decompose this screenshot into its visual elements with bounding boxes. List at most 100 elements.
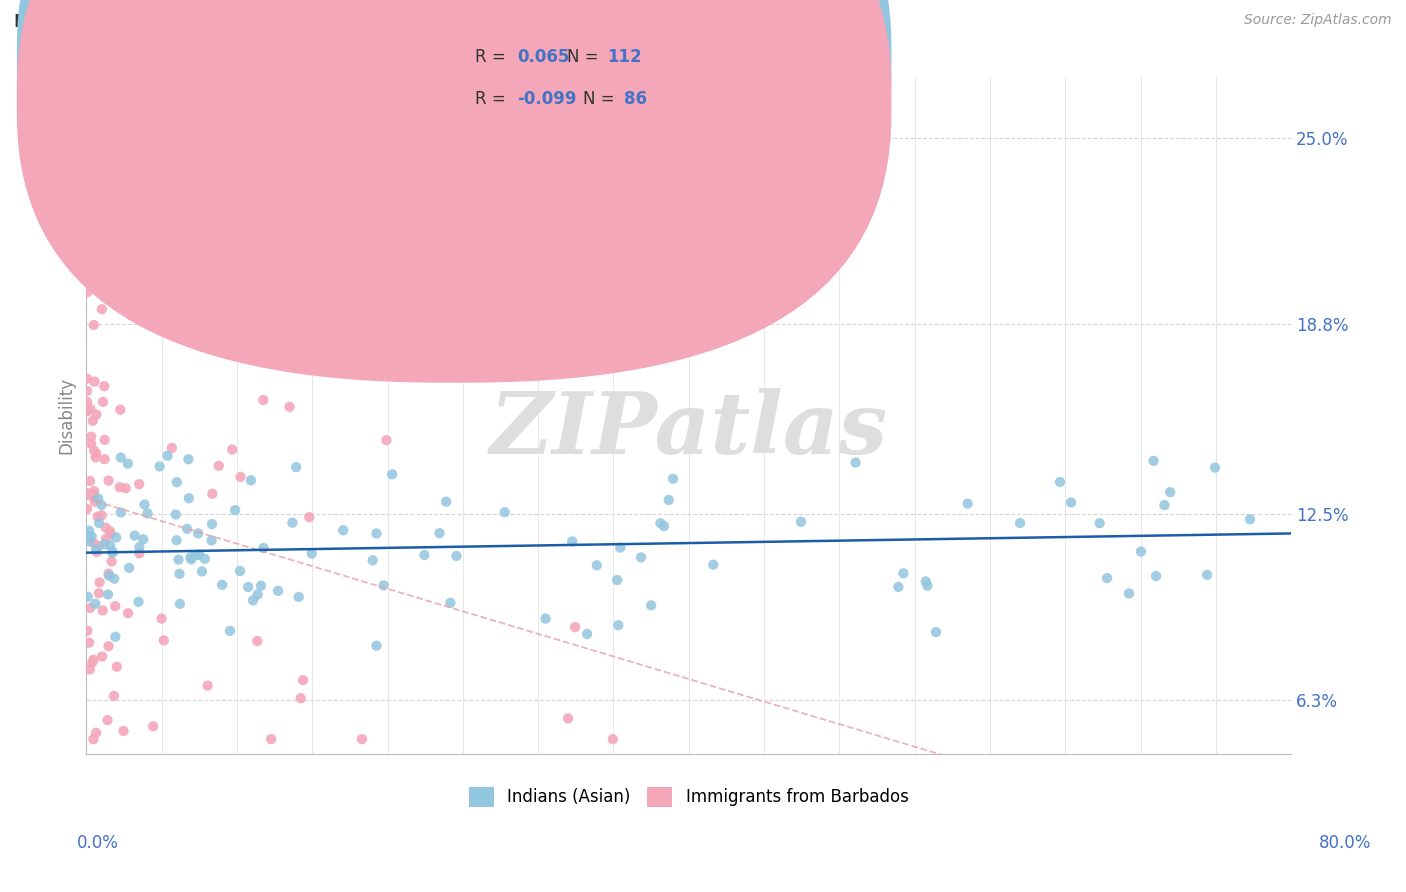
Point <box>82 732 104 747</box>
Point <box>128 540 150 554</box>
Point <box>104 630 127 644</box>
Point <box>165 508 187 522</box>
Point <box>167 552 190 566</box>
Point <box>607 618 630 632</box>
Point <box>77 529 100 543</box>
Point <box>187 526 209 541</box>
Text: 0.0%: 0.0% <box>77 834 120 852</box>
Point <box>366 639 388 653</box>
Text: R =: R = <box>475 48 506 66</box>
Point <box>239 474 262 488</box>
Point <box>250 579 273 593</box>
Point <box>82 414 104 428</box>
Point <box>585 558 607 573</box>
Point <box>83 484 105 499</box>
Point <box>177 452 200 467</box>
Point <box>91 649 114 664</box>
Point <box>662 472 685 486</box>
Point <box>224 503 246 517</box>
Point <box>166 475 188 490</box>
Point <box>1239 512 1261 526</box>
Point <box>169 566 191 581</box>
Point <box>221 442 243 457</box>
Point <box>96 713 118 727</box>
Point <box>97 568 120 582</box>
Text: R =: R = <box>475 90 506 108</box>
Point <box>104 599 127 614</box>
Point <box>208 458 231 473</box>
Point <box>1088 516 1111 531</box>
Point <box>576 627 599 641</box>
Point <box>79 662 101 676</box>
Point <box>82 656 104 670</box>
Text: N =: N = <box>567 48 598 66</box>
Point <box>76 590 98 604</box>
Point <box>128 546 150 560</box>
Point <box>188 548 211 562</box>
Point <box>446 549 468 563</box>
Point <box>76 624 98 638</box>
Point <box>84 597 107 611</box>
Point <box>361 553 384 567</box>
Point <box>1049 475 1071 489</box>
Text: 112: 112 <box>607 48 643 66</box>
Point <box>169 597 191 611</box>
Y-axis label: Disability: Disability <box>58 377 75 454</box>
Point <box>434 494 457 508</box>
Point <box>1159 485 1181 500</box>
Point <box>652 519 675 533</box>
Point <box>91 395 114 409</box>
Point <box>413 548 436 562</box>
Point <box>887 580 910 594</box>
Point <box>287 590 309 604</box>
Point <box>917 579 939 593</box>
Point <box>197 679 219 693</box>
Point <box>93 537 115 551</box>
Point <box>242 593 264 607</box>
Point <box>166 533 188 548</box>
Point <box>1144 569 1167 583</box>
Point <box>87 586 110 600</box>
Point <box>893 566 915 581</box>
Point <box>557 711 579 725</box>
Point <box>83 318 105 332</box>
Point <box>82 260 104 275</box>
Point <box>79 402 101 417</box>
Point <box>90 302 112 317</box>
Text: 0.065: 0.065 <box>517 48 569 66</box>
Point <box>98 538 121 552</box>
Point <box>439 596 461 610</box>
Point <box>602 732 624 747</box>
Point <box>201 487 224 501</box>
Point <box>252 541 274 555</box>
Point <box>108 480 131 494</box>
Point <box>1153 498 1175 512</box>
Point <box>1095 571 1118 585</box>
Point <box>114 481 136 495</box>
Point <box>278 400 301 414</box>
Point <box>290 691 312 706</box>
Point <box>100 554 122 568</box>
Point <box>105 530 128 544</box>
Point <box>76 285 98 300</box>
Point <box>112 723 135 738</box>
Point <box>76 395 98 409</box>
Point <box>561 534 583 549</box>
Point <box>97 639 120 653</box>
Point <box>103 689 125 703</box>
Point <box>83 494 105 508</box>
Point <box>260 732 283 747</box>
Point <box>381 467 404 482</box>
Point <box>80 529 103 543</box>
Point <box>82 653 104 667</box>
Point <box>1197 567 1219 582</box>
Point <box>80 436 103 450</box>
Point <box>179 550 201 565</box>
Point <box>153 633 176 648</box>
Point <box>429 526 451 541</box>
Point <box>650 516 672 531</box>
Point <box>76 404 98 418</box>
Point <box>630 550 652 565</box>
Point <box>658 492 681 507</box>
Point <box>375 433 398 447</box>
